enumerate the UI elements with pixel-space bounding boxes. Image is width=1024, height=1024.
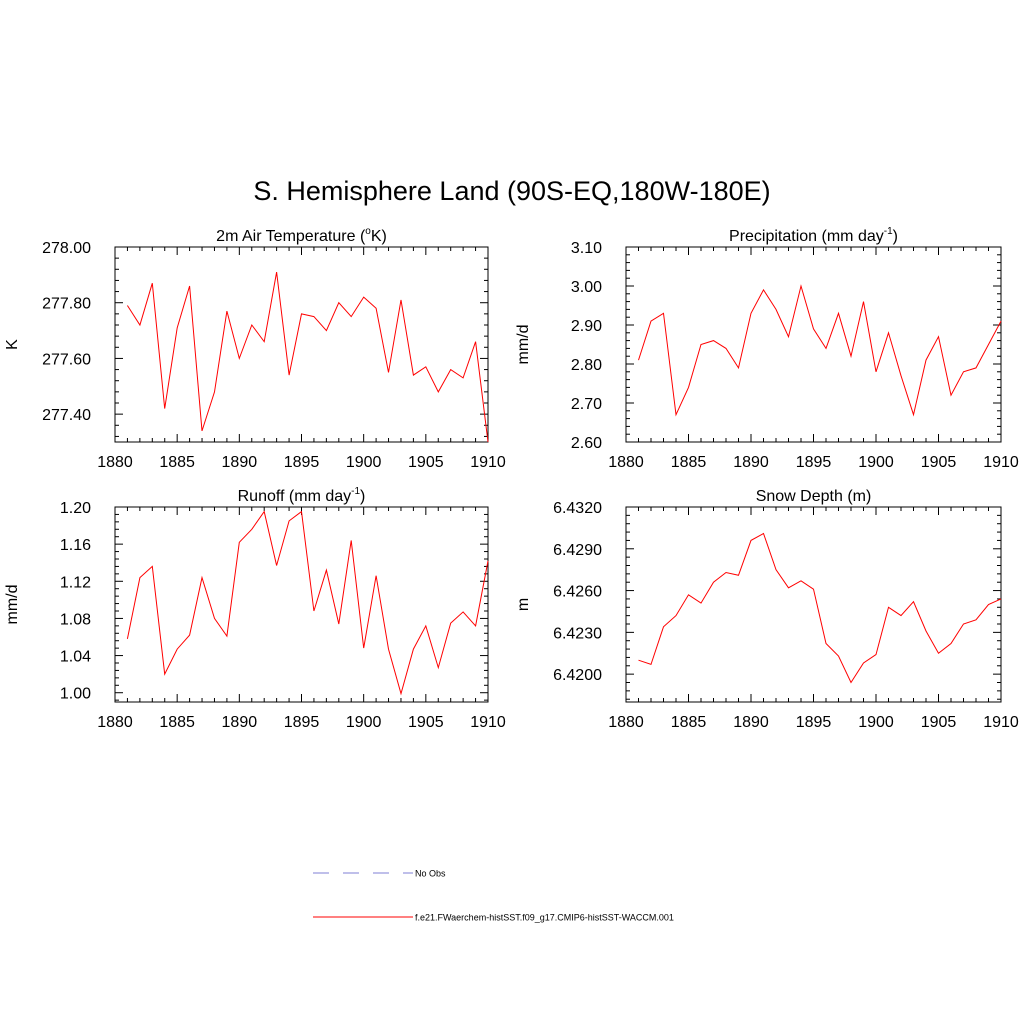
legend-obs-label: No Obs — [415, 869, 446, 879]
y-tick-label: 1.04 — [60, 649, 91, 666]
legend: No Obs f.e21.FWaerchem-histSST.f09_g17.C… — [313, 869, 674, 923]
x-tick-label: 1905 — [408, 714, 444, 731]
y-tick-label: 277.40 — [42, 407, 91, 424]
panel-title: 2m Air Temperature (oK) — [216, 226, 387, 245]
series-line — [126, 272, 489, 443]
panel-title-text: Runoff (mm day — [238, 488, 352, 505]
y-tick-label: 3.00 — [571, 279, 602, 296]
x-tick-label: 1895 — [284, 714, 320, 731]
y-tick-label: 1.12 — [60, 574, 91, 591]
y-axis-label: mm/d — [515, 325, 532, 365]
x-tick-label: 1905 — [921, 454, 957, 471]
x-tick-label: 1880 — [97, 454, 133, 471]
panel-title-superscript: o — [365, 226, 371, 237]
y-tick-label: 6.4290 — [553, 542, 602, 559]
panel-title-superscript: -1 — [884, 226, 893, 237]
y-tick-label: 277.80 — [42, 296, 91, 313]
y-tick-label: 2.70 — [571, 396, 602, 413]
y-tick-label: 2.90 — [571, 318, 602, 335]
chart-panel-1: 1880 1885 1890 1895 1900 1905 1910 277.40 277.60… — [4, 226, 506, 471]
x-tick-label: 1890 — [733, 454, 769, 471]
panel-title-superscript: -1 — [351, 486, 360, 497]
y-tick-label: 6.4200 — [553, 667, 602, 684]
x-tick-label: 1905 — [408, 454, 444, 471]
x-tick-label: 1905 — [921, 714, 957, 731]
panel-title: Runoff (mm day-1) — [238, 486, 366, 505]
y-tick-label: 3.10 — [571, 240, 602, 257]
series-line — [126, 510, 489, 696]
y-tick-label: 1.16 — [60, 537, 91, 554]
y-tick-label: 6.4230 — [553, 625, 602, 642]
panels: 1880 1885 1890 1895 1900 1905 1910 277.40 277.60… — [4, 226, 1019, 731]
figure-title: S. Hemisphere Land (90S-EQ,180W-180E) — [253, 176, 770, 206]
x-tick-label: 1890 — [222, 454, 258, 471]
y-tick-label: 6.4260 — [553, 584, 602, 601]
legend-model-label: f.e21.FWaerchem-histSST.f09_g17.CMIP6-hi… — [415, 913, 674, 923]
panel-title-tail: K) — [371, 228, 387, 245]
y-tick-label: 1.08 — [60, 611, 91, 628]
y-tick-label: 1.00 — [60, 686, 91, 703]
chart-panel-2: 1880 1885 1890 1895 1900 1905 1910 2.60 2.70 2.80… — [515, 226, 1019, 471]
x-tick-label: 1910 — [983, 714, 1019, 731]
y-tick-label: 2.60 — [571, 435, 602, 452]
x-tick-label: 1910 — [470, 454, 506, 471]
x-tick-label: 1910 — [470, 714, 506, 731]
panel-title-tail: ) — [893, 228, 898, 245]
x-tick-label: 1910 — [983, 454, 1019, 471]
y-tick-label: 277.60 — [42, 351, 91, 368]
x-tick-label: 1885 — [671, 454, 707, 471]
y-axis-label: K — [4, 339, 21, 350]
x-tick-label: 1880 — [608, 714, 644, 731]
chart-panel-3: 1880 1885 1890 1895 1900 1905 1910 1.00 1.04 1.08… — [4, 486, 506, 731]
y-tick-label: 2.80 — [571, 357, 602, 374]
x-tick-label: 1890 — [733, 714, 769, 731]
panel-title: Snow Depth (m) — [756, 488, 872, 505]
panel-title-text: Snow Depth (m) — [756, 488, 872, 505]
y-tick-label: 278.00 — [42, 240, 91, 257]
x-tick-label: 1895 — [796, 714, 832, 731]
x-tick-label: 1895 — [284, 454, 320, 471]
x-tick-label: 1900 — [346, 714, 382, 731]
y-axis-label: mm/d — [4, 585, 21, 625]
panel-title-text: Precipitation (mm day — [729, 228, 884, 245]
chart-panel-4: 1880 1885 1890 1895 1900 1905 1910 6.4200 6.4230… — [515, 488, 1019, 731]
plot-frame — [625, 246, 1002, 443]
series-line — [638, 532, 1002, 684]
x-tick-label: 1895 — [796, 454, 832, 471]
series-line — [638, 284, 1002, 417]
panel-title-text: 2m Air Temperature ( — [216, 228, 366, 245]
x-tick-label: 1880 — [97, 714, 133, 731]
y-tick-label: 1.20 — [60, 500, 91, 517]
y-axis-label: m — [515, 598, 532, 611]
x-tick-label: 1900 — [858, 714, 894, 731]
plot-frame — [114, 506, 489, 703]
x-tick-label: 1900 — [858, 454, 894, 471]
plot-frame — [114, 246, 489, 443]
y-tick-label: 6.4320 — [553, 500, 602, 517]
x-tick-label: 1890 — [222, 714, 258, 731]
x-tick-label: 1885 — [159, 454, 195, 471]
panel-title-tail: ) — [360, 488, 365, 505]
panel-title: Precipitation (mm day-1) — [729, 226, 898, 245]
x-tick-label: 1880 — [608, 454, 644, 471]
x-tick-label: 1900 — [346, 454, 382, 471]
x-tick-label: 1885 — [671, 714, 707, 731]
x-tick-label: 1885 — [159, 714, 195, 731]
